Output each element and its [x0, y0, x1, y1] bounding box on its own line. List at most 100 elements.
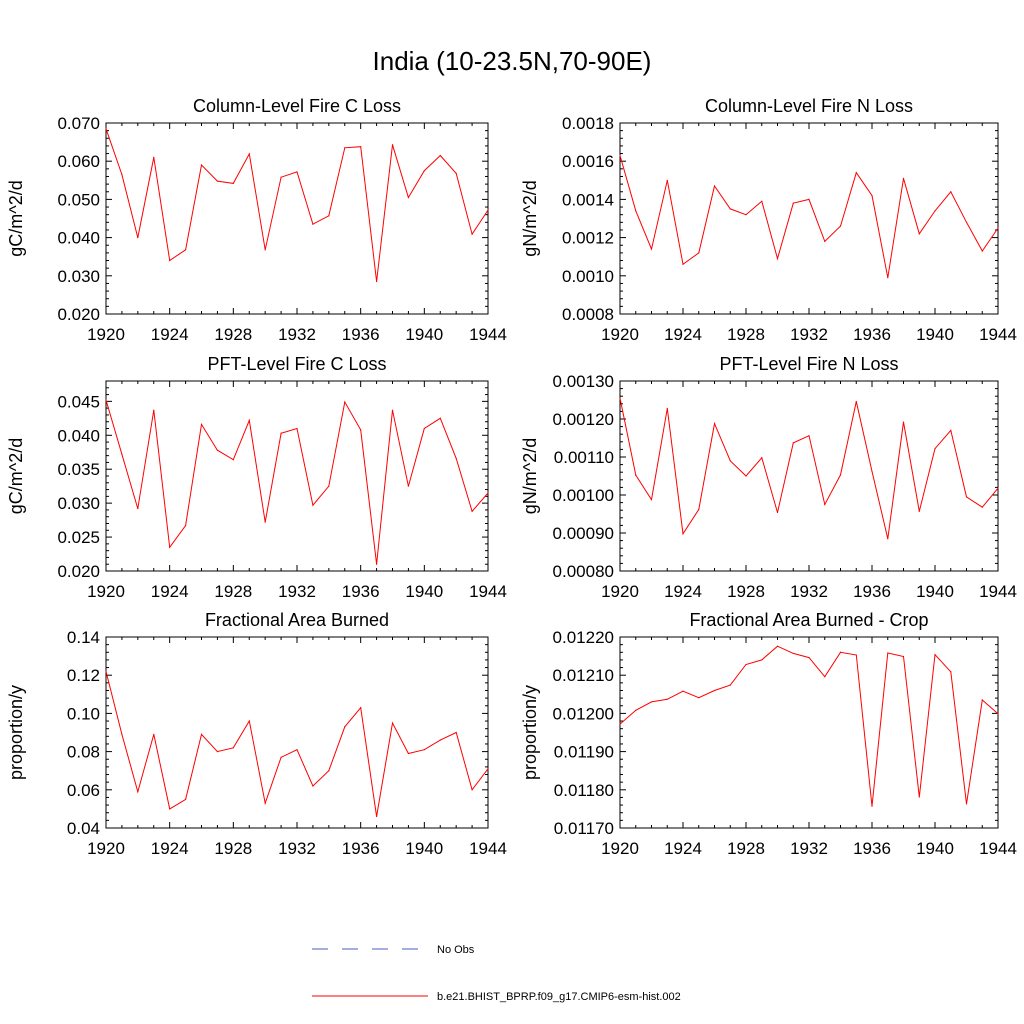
y-tick-label: 0.00130: [553, 372, 614, 391]
chart-panel-4: 1920 1924 1928 1932 1936 1940 1944 0.00080 0.000…: [520, 354, 1017, 601]
chart-panel-5: 1920 1924 1928 1932 1936 1940 1944 0.04 0.06 0.08…: [6, 610, 507, 858]
x-tick-label: 1920: [87, 839, 125, 858]
data-point: [264, 521, 266, 523]
data-point: [792, 442, 794, 444]
y-tick-label: 0.12: [67, 666, 100, 685]
data-point: [934, 653, 936, 656]
data-point: [698, 697, 700, 699]
data-point: [391, 144, 394, 146]
data-point: [855, 400, 857, 403]
data-point: [761, 200, 763, 202]
x-tick-label: 1924: [664, 839, 702, 858]
data-point: [792, 652, 794, 655]
y-tick-label: 0.0008: [562, 305, 614, 324]
data-point: [121, 733, 123, 736]
data-point: [950, 191, 952, 193]
data-point: [216, 180, 219, 182]
y-tick-label: 0.10: [67, 704, 100, 723]
data-point: [839, 474, 842, 476]
data-point: [965, 221, 968, 223]
y-tick-label: 0.06: [67, 781, 100, 800]
x-tick-label: 1936: [853, 839, 891, 858]
data-point: [121, 173, 123, 176]
data-point: [439, 154, 441, 157]
data-point: [666, 407, 668, 409]
data-point: [471, 789, 473, 791]
y-tick-label: 0.035: [57, 460, 100, 479]
data-point: [934, 210, 936, 212]
y-axis-label: gN/m^2/d: [520, 180, 540, 256]
x-tick-label: 1924: [151, 325, 189, 344]
data-point: [902, 421, 905, 423]
y-tick-label: 0.0014: [562, 190, 614, 209]
data-point: [808, 657, 810, 659]
x-tick-label: 1920: [87, 582, 125, 601]
data-point: [471, 233, 473, 235]
data-point: [439, 739, 441, 741]
x-tick-label: 1940: [916, 839, 954, 858]
x-tick-label: 1924: [151, 839, 189, 858]
data-point: [713, 689, 716, 692]
x-tick-label: 1940: [405, 582, 443, 601]
data-point: [137, 507, 139, 510]
data-point: [407, 752, 410, 755]
x-tick-label: 1936: [342, 325, 380, 344]
data-point: [407, 196, 410, 199]
data-point: [666, 179, 668, 181]
data-point: [745, 663, 747, 666]
data-point: [328, 485, 330, 487]
data-point: [761, 659, 763, 661]
x-tick-label: 1944: [469, 839, 507, 858]
data-point: [965, 803, 968, 805]
data-point: [312, 504, 314, 506]
x-tick-label: 1944: [469, 582, 507, 601]
data-point: [248, 720, 250, 722]
data-point: [887, 277, 889, 279]
data-point: [855, 172, 857, 174]
series-line: [105, 128, 489, 282]
data-point: [296, 171, 298, 173]
plot-frame: [105, 380, 489, 572]
data-point: [200, 423, 203, 426]
y-tick-label: 0.040: [57, 426, 100, 445]
x-tick-label: 1920: [601, 839, 639, 858]
data-point: [264, 802, 266, 804]
data-point: [887, 538, 889, 540]
y-tick-label: 0.00120: [553, 410, 614, 429]
data-point: [423, 749, 425, 751]
data-point: [824, 503, 826, 506]
series-line: [619, 397, 999, 539]
data-point: [619, 154, 621, 157]
y-tick-label: 0.070: [57, 114, 100, 133]
data-point: [232, 747, 234, 749]
data-point: [232, 182, 234, 184]
chart-panel-3: 1920 1924 1928 1932 1936 1940 1944 0.020 0.025 0.…: [6, 354, 507, 601]
y-axis-label: gC/m^2/d: [6, 438, 26, 514]
data-point: [871, 194, 873, 197]
data-point: [902, 655, 905, 658]
y-tick-label: 0.0016: [562, 152, 614, 171]
y-axis-label: proportion/y: [520, 685, 540, 780]
chart-panel-6: 1920 1924 1928 1932 1936 1940 1944 0.01170 0.011…: [520, 610, 1017, 858]
data-point: [713, 422, 716, 425]
data-point: [698, 252, 700, 254]
data-point: [200, 733, 203, 736]
figure-title: India (10-23.5N,70-90E): [372, 46, 652, 76]
data-point: [871, 470, 873, 473]
data-point: [487, 492, 489, 494]
x-tick-label: 1924: [151, 582, 189, 601]
y-tick-label: 0.14: [67, 628, 100, 647]
data-point: [635, 709, 637, 711]
data-point: [839, 225, 842, 227]
y-tick-label: 0.01210: [553, 666, 614, 685]
data-point: [934, 448, 936, 450]
y-tick-label: 0.020: [57, 562, 100, 581]
data-point: [487, 209, 489, 211]
data-point: [169, 259, 171, 262]
data-point: [169, 808, 171, 810]
x-tick-label: 1944: [979, 582, 1017, 601]
data-point: [248, 153, 250, 155]
plot-frame: [619, 380, 999, 572]
data-point: [635, 474, 637, 476]
legend-label-no-obs: No Obs: [437, 944, 475, 956]
